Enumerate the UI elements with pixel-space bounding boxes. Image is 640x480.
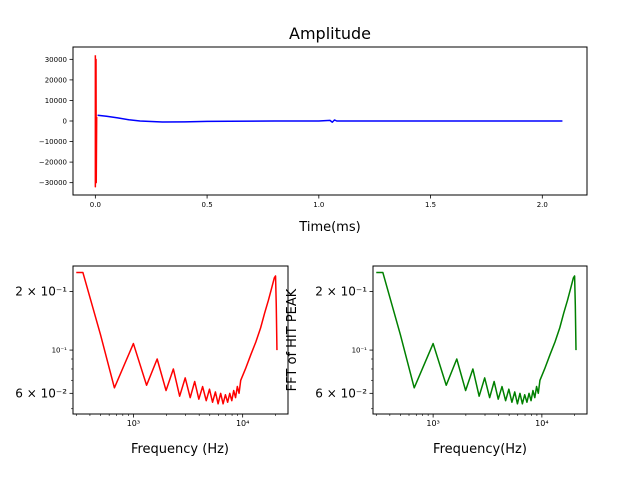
fft-red-y-tick-label: 6 × 10⁻² [15, 387, 67, 401]
fft-green-x-axis-label: Frequency(Hz) [433, 442, 527, 457]
amplitude-y-ticks: 30000 20000 10000 0 −10000 −20000 −30000 [39, 56, 73, 187]
fft-red-y-tick-label: 2 × 10⁻¹ [15, 285, 67, 299]
amplitude-y-tick-label: 10000 [45, 97, 67, 105]
fft-red-subplot: 10³ 10⁴ 2 × 10⁻¹ 10⁻¹ 6 × 10⁻² Frequency (H… [15, 265, 289, 457]
fft-red-axes-frame [72, 265, 289, 415]
fft-green-x-tick-label: 10³ [426, 419, 439, 428]
amplitude-title: Amplitude [289, 24, 371, 43]
fft-red-y-ticks: 2 × 10⁻¹ 10⁻¹ 6 × 10⁻² [15, 285, 73, 410]
fft-green-subplot: 10³ 10⁴ 2 × 10⁻¹ 10⁻¹ 6 × 10⁻² Frequency(Hz… [285, 265, 588, 457]
fft-red-series-line-0 [76, 271, 278, 405]
amplitude-series-line-1 [97, 114, 563, 123]
fft-green-y-ticks: 2 × 10⁻¹ 10⁻¹ 6 × 10⁻² [315, 285, 373, 410]
amplitude-x-ticks: 0.0 0.5 1.0 1.5 2.0 [90, 195, 548, 209]
amplitude-y-tick-label: −20000 [39, 159, 67, 167]
fft-green-series-line-0 [376, 271, 577, 405]
amplitude-x-tick-label: 0.5 [202, 201, 213, 209]
amplitude-plot-area [94, 55, 563, 188]
amplitude-x-axis-label: Time(ms) [298, 220, 360, 235]
fft-red-x-tick-label: 10³ [127, 419, 140, 428]
fft-green-y-tick-label: 10⁻¹ [352, 347, 368, 355]
amplitude-y-tick-label: −10000 [39, 138, 67, 146]
amplitude-y-tick-label: 20000 [45, 76, 67, 84]
fft-red-x-axis-label: Frequency (Hz) [131, 442, 229, 457]
fft-green-x-ticks: 10³ 10⁴ [375, 414, 575, 428]
fft-red-x-ticks: 10³ 10⁴ [75, 414, 276, 428]
amplitude-subplot: Amplitude 0.0 0.5 1.0 1.5 2.0 30000 20000 1000… [39, 24, 588, 235]
amplitude-y-tick-label: 0 [63, 117, 67, 125]
amplitude-series-line-0 [94, 55, 98, 188]
amplitude-x-tick-label: 1.0 [313, 201, 324, 209]
fft-green-axes-frame [372, 265, 588, 415]
fft-green-y-tick-label: 6 × 10⁻² [315, 387, 367, 401]
amplitude-y-tick-label: −30000 [39, 179, 67, 187]
fft-green-x-tick-label: 10⁴ [535, 419, 548, 428]
fft-green-y-tick-label: 2 × 10⁻¹ [315, 285, 367, 299]
amplitude-x-tick-label: 2.0 [537, 201, 548, 209]
fft-green-y-axis-label: FFT of HIT PEAK [285, 288, 300, 391]
amplitude-x-tick-label: 0.0 [90, 201, 101, 209]
fft-red-plot-area [76, 271, 278, 405]
amplitude-y-tick-label: 30000 [45, 56, 67, 64]
fft-red-y-tick-label: 10⁻¹ [52, 347, 68, 355]
fft-red-x-tick-label: 10⁴ [236, 419, 249, 428]
fft-green-plot-area [376, 271, 577, 405]
amplitude-x-tick-label: 1.5 [425, 201, 436, 209]
